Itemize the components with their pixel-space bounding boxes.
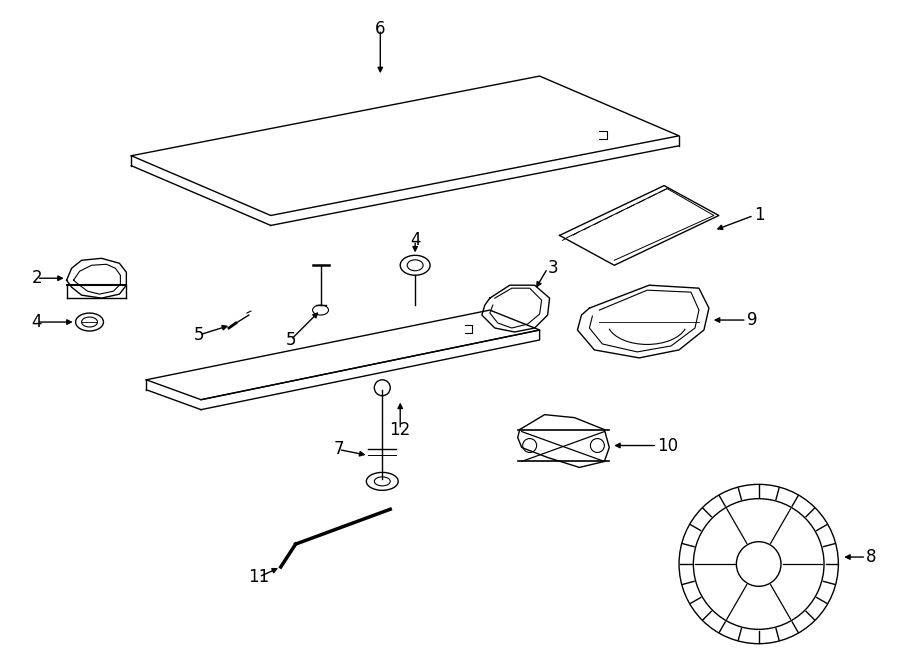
Text: 11: 11	[248, 568, 269, 586]
Text: 7: 7	[333, 440, 344, 459]
Text: 9: 9	[747, 311, 757, 329]
Text: 1: 1	[753, 206, 764, 225]
Text: 8: 8	[866, 548, 877, 566]
Text: 6: 6	[375, 20, 385, 38]
Text: 4: 4	[410, 231, 420, 249]
Text: 5: 5	[285, 331, 296, 349]
Text: 12: 12	[390, 420, 410, 439]
Text: 2: 2	[32, 269, 42, 288]
Text: 3: 3	[547, 259, 558, 277]
Text: 10: 10	[657, 436, 679, 455]
Text: 5: 5	[194, 326, 204, 344]
Text: 4: 4	[32, 313, 42, 331]
